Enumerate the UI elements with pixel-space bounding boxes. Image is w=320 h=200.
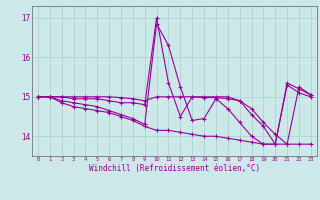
X-axis label: Windchill (Refroidissement éolien,°C): Windchill (Refroidissement éolien,°C) (89, 164, 260, 173)
